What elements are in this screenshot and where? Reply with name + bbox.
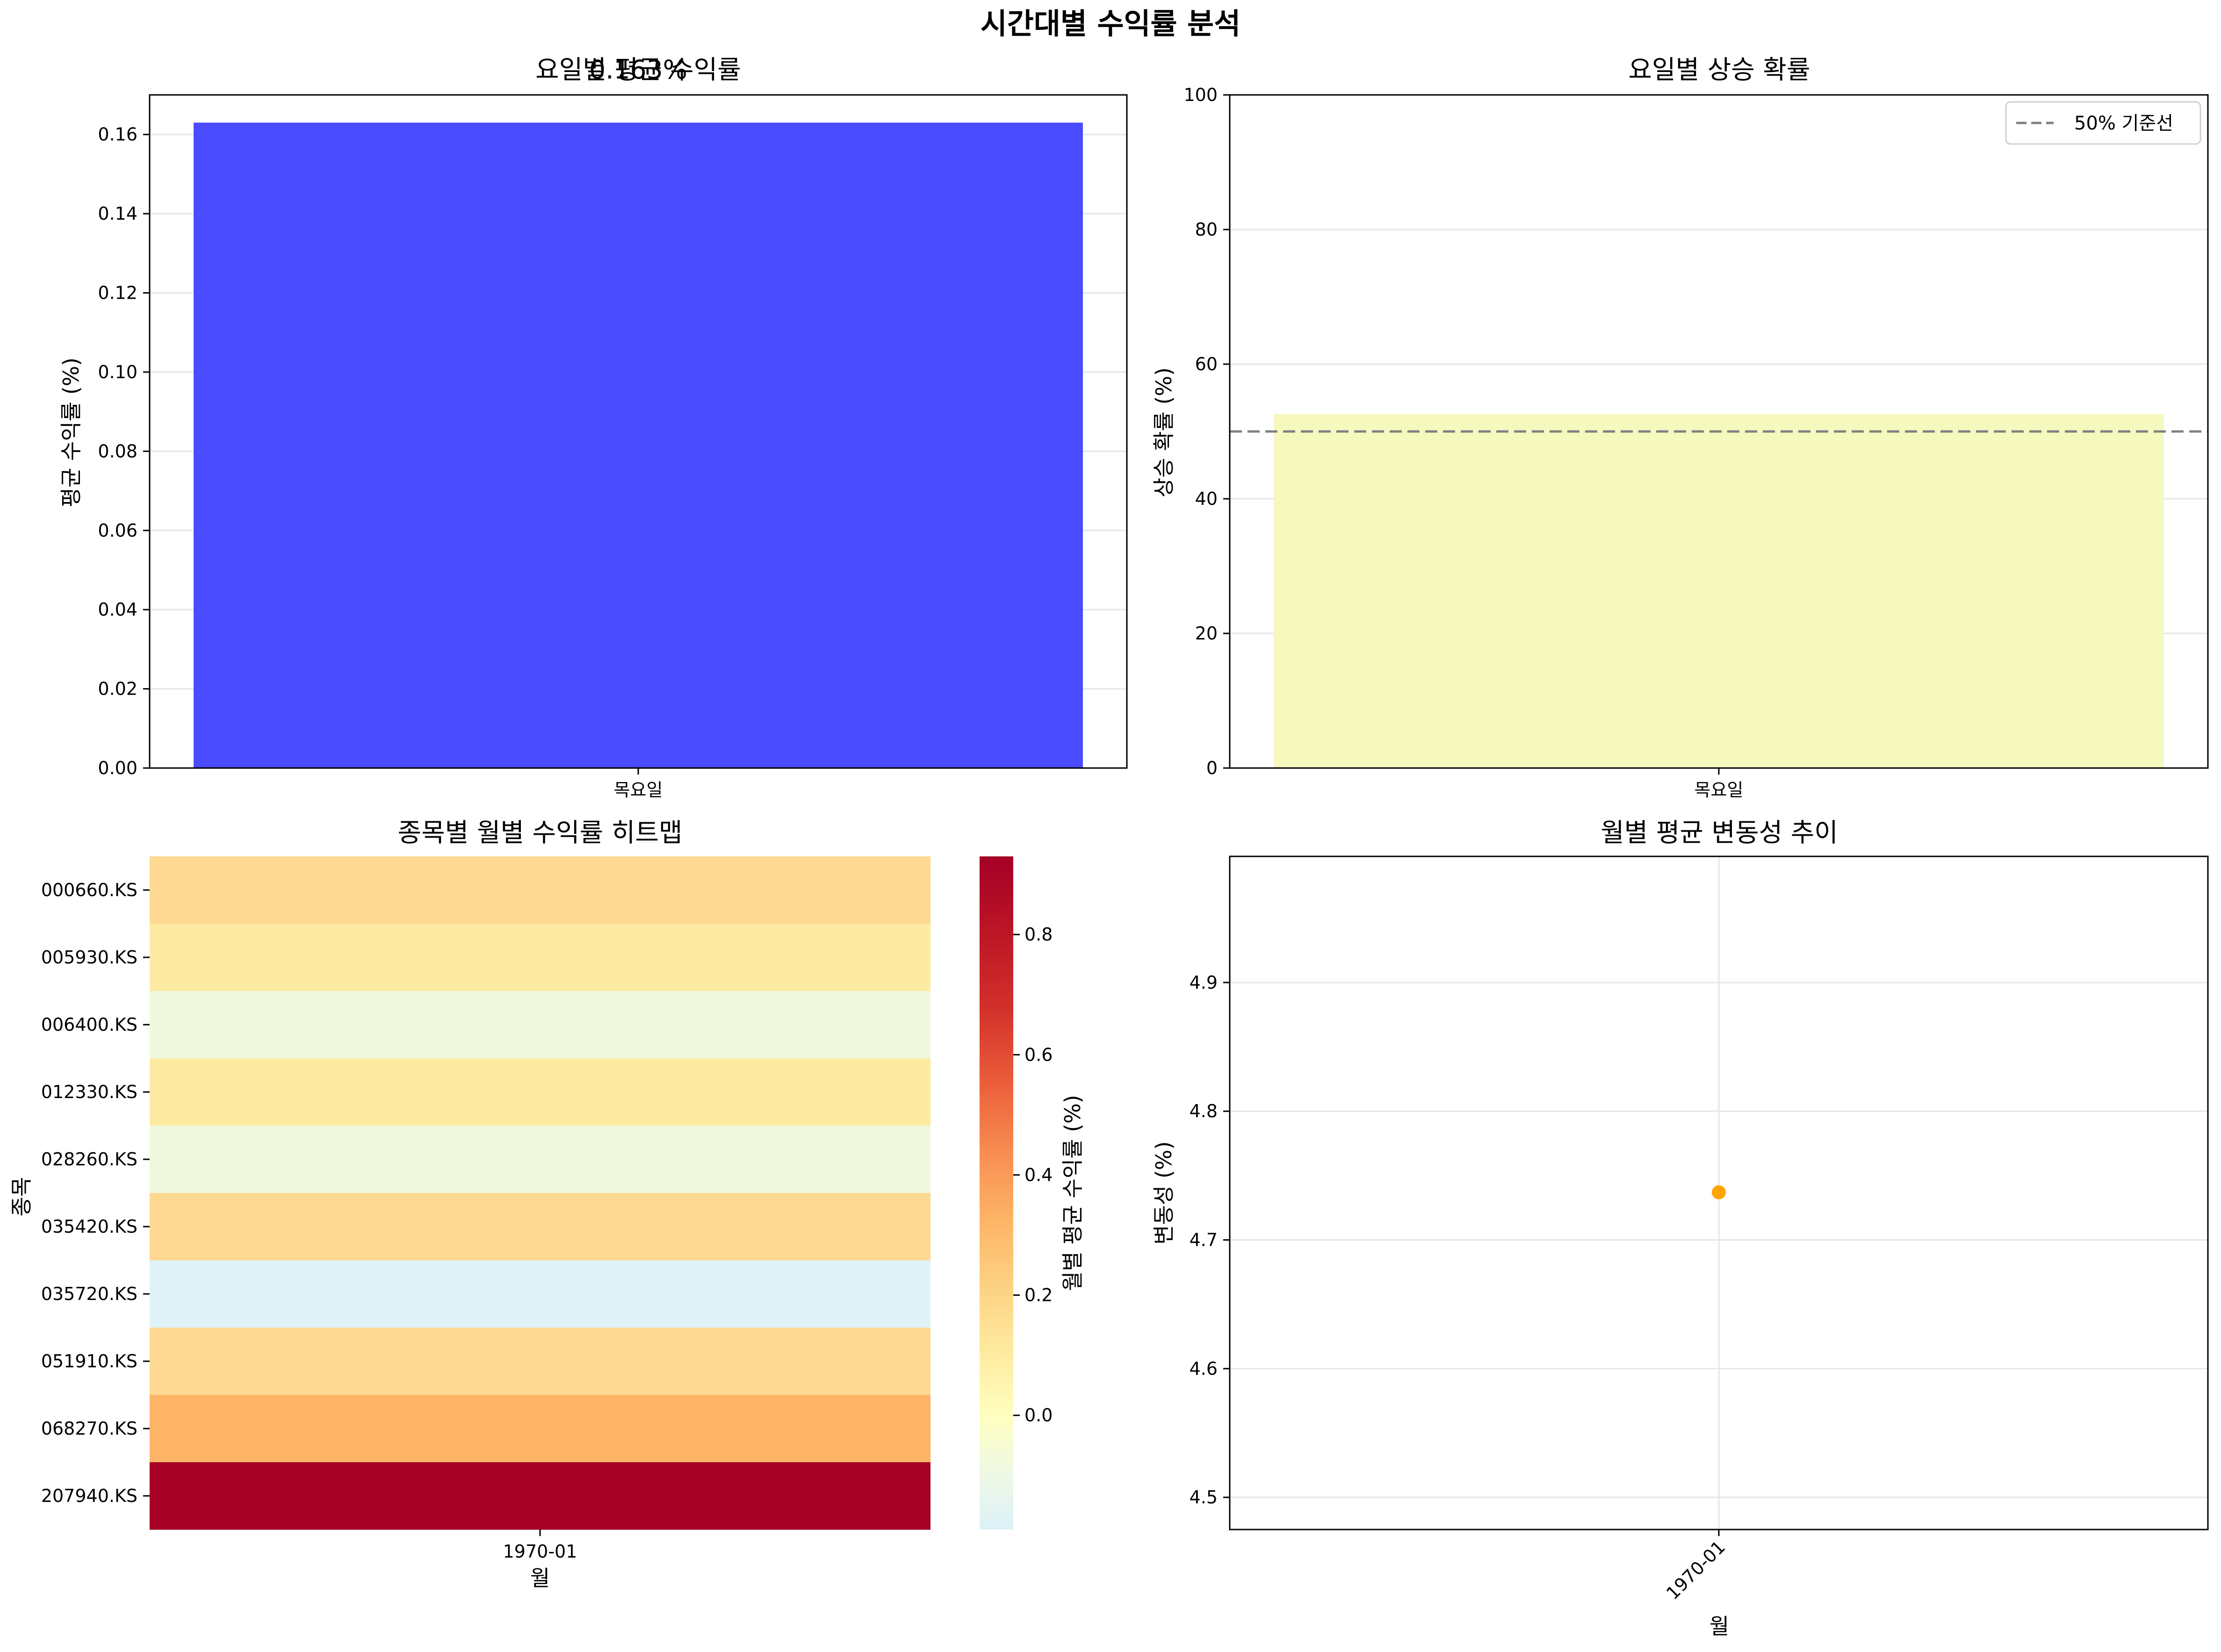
heatmap-cell [150, 1193, 930, 1261]
avg-return-bar [194, 122, 1083, 768]
legend-box [2005, 101, 2201, 145]
volatility-points [1712, 1185, 1726, 1199]
volatility-x-axis-label: 월 [1709, 1614, 1729, 1639]
rise-probability-bars [1274, 414, 2164, 768]
volatility-y-ticks: 4.5 4.6 4.7 4.8 4.9 [1190, 972, 1230, 1508]
monthly-volatility-trend-chart: 월별 평균 변동성 추이 변동성 (%) 월 4.5 4.6 4.7 4.8 4.9 1… [1151, 818, 2209, 1639]
avg-return-y-ticks: 0.00 0.02 0.04 0.06 0.08 0.10 0.12 0.14 0.16 [98, 124, 150, 778]
volatility-y-axis-label: 변동성 (%) [1151, 1141, 1176, 1244]
legend: 50% 기준선 [2005, 101, 2201, 145]
heatmap-y-tick-label: 068270.KS [41, 1418, 137, 1439]
legend-label-reference: 50% 기준선 [2074, 113, 2173, 134]
rise-probability-bar [1274, 414, 2164, 768]
volatility-y-tick-label: 4.7 [1190, 1229, 1218, 1250]
colorbar-ticks: 0.0 0.2 0.4 0.6 0.8 [1013, 924, 1053, 1426]
heatmap-cell [150, 991, 930, 1059]
colorbar-tick-label: 0.8 [1024, 924, 1053, 945]
figure-title: 시간대별 수익률 분석 [981, 7, 1241, 41]
rise-probability-x-ticks: 목요일 [1695, 768, 1744, 800]
avg-return-y-axis-label: 평균 수익률 (%) [58, 358, 84, 507]
heatmap-cell [150, 1058, 930, 1126]
volatility-x-tick-label: 1970-01 [1662, 1537, 1729, 1603]
rise-probability-y-tick-label: 60 [1195, 354, 1218, 374]
avg-return-y-tick-label: 0.08 [98, 441, 137, 461]
rise-probability-y-tick-label: 100 [1183, 85, 1218, 105]
volatility-axes-frame [1229, 855, 2209, 1530]
volatility-y-tick-label: 4.5 [1190, 1487, 1218, 1508]
heatmap-y-tick-label: 000660.KS [41, 880, 137, 900]
heatmap-y-tick-label: 005930.KS [41, 947, 137, 968]
rise-probability-y-axis-label: 상승 확률 (%) [1151, 367, 1176, 497]
volatility-point [1712, 1185, 1726, 1199]
monthly-return-heatmap: 종목별 월별 수익률 히트맵 종목 월 000660.KS005930.KS00… [9, 818, 1085, 1591]
heatmap-cell [150, 856, 930, 924]
avg-return-y-tick-label: 0.10 [98, 362, 137, 382]
avg-return-y-tick-label: 0.16 [98, 124, 137, 145]
heatmap-cell [150, 1328, 930, 1395]
avg-return-chart-title: 요일별 평균 수익률 [535, 55, 741, 85]
rise-probability-y-tick-label: 40 [1195, 488, 1218, 509]
avg-return-y-tick-label: 0.14 [98, 203, 137, 224]
heatmap-cell [150, 1462, 930, 1530]
colorbar-tick-label: 0.0 [1024, 1405, 1053, 1426]
avg-return-axes-frame [149, 94, 1128, 769]
heatmap-cell [150, 924, 930, 991]
heatmap-y-tick-label: 051910.KS [41, 1351, 137, 1372]
avg-return-by-weekday-chart: 요일별 평균 수익률 평균 수익률 (%) 0.163% 0.000.020.0… [58, 55, 1128, 800]
heatmap-y-tick-label: 012330.KS [41, 1082, 137, 1102]
colorbar-tick-label: 0.6 [1024, 1044, 1053, 1065]
avg-return-y-tick-label: 0.02 [98, 679, 137, 699]
avg-return-y-tick-label: 0.12 [98, 283, 137, 303]
rise-probability-by-weekday-chart: 요일별 상승 확률 상승 확률 (%) 0 20 40 60 80 100 목요일 50%… [1151, 55, 2209, 800]
rise-probability-x-tick-label: 목요일 [1695, 780, 1744, 800]
heatmap-x-ticks: 1970-01 [503, 1530, 577, 1562]
rise-probability-y-tick-label: 80 [1195, 219, 1218, 240]
colorbar-label: 월별 평균 수익률 (%) [1060, 1095, 1085, 1291]
heatmap-y-tick-label: 035420.KS [41, 1216, 137, 1237]
colorbar-tick-label: 0.4 [1024, 1164, 1053, 1185]
avg-return-bars: 0.163% [194, 55, 1083, 768]
heatmap-x-axis-label: 월 [530, 1566, 550, 1591]
avg-return-y-tick-label: 0.00 [98, 758, 137, 778]
volatility-grid [1230, 856, 2208, 1530]
heatmap-y-tick-label: 028260.KS [41, 1149, 137, 1170]
avg-return-x-tick-label: 목요일 [614, 780, 663, 800]
volatility-y-tick-label: 4.8 [1190, 1101, 1218, 1121]
heatmap-y-tick-label: 006400.KS [41, 1014, 137, 1035]
volatility-chart-title: 월별 평균 변동성 추이 [1601, 818, 1838, 848]
rise-probability-axes-frame [1229, 94, 2209, 769]
heatmap-y-ticks: 000660.KS 005930.KS 006400.KS 012330.KS 0282… [41, 880, 150, 1506]
avg-return-y-tick-label: 0.04 [98, 599, 137, 620]
rise-probability-chart-title: 요일별 상승 확률 [1628, 55, 1810, 85]
volatility-y-tick-label: 4.9 [1190, 972, 1218, 993]
rise-probability-y-tick-label: 20 [1195, 623, 1218, 644]
avg-return-bar-value-label: 0.163% [589, 55, 687, 85]
avg-return-y-tick-label: 0.06 [98, 520, 137, 541]
colorbar-tick-label: 0.2 [1024, 1285, 1053, 1306]
heatmap-cell [150, 1395, 930, 1463]
volatility-y-tick-label: 4.6 [1190, 1358, 1218, 1379]
heatmap-cell [150, 1126, 930, 1193]
heatmap-x-tick-label: 1970-01 [503, 1541, 577, 1562]
heatmap-cells [150, 856, 930, 1530]
heatmap-y-axis-label: 종목 [9, 1177, 34, 1217]
heatmap-y-tick-label: 207940.KS [41, 1486, 137, 1506]
avg-return-x-ticks: 목요일 [614, 768, 663, 800]
colorbar [980, 856, 1013, 1530]
rise-probability-y-tick-label: 0 [1206, 758, 1218, 778]
heatmap-title: 종목별 월별 수익률 히트맵 [397, 818, 682, 848]
heatmap-cell [150, 1260, 930, 1328]
heatmap-y-tick-label: 035720.KS [41, 1284, 137, 1304]
volatility-x-ticks: 1970-01 [1662, 1530, 1729, 1604]
rise-probability-y-ticks: 0 20 40 60 80 100 [1183, 85, 1230, 778]
